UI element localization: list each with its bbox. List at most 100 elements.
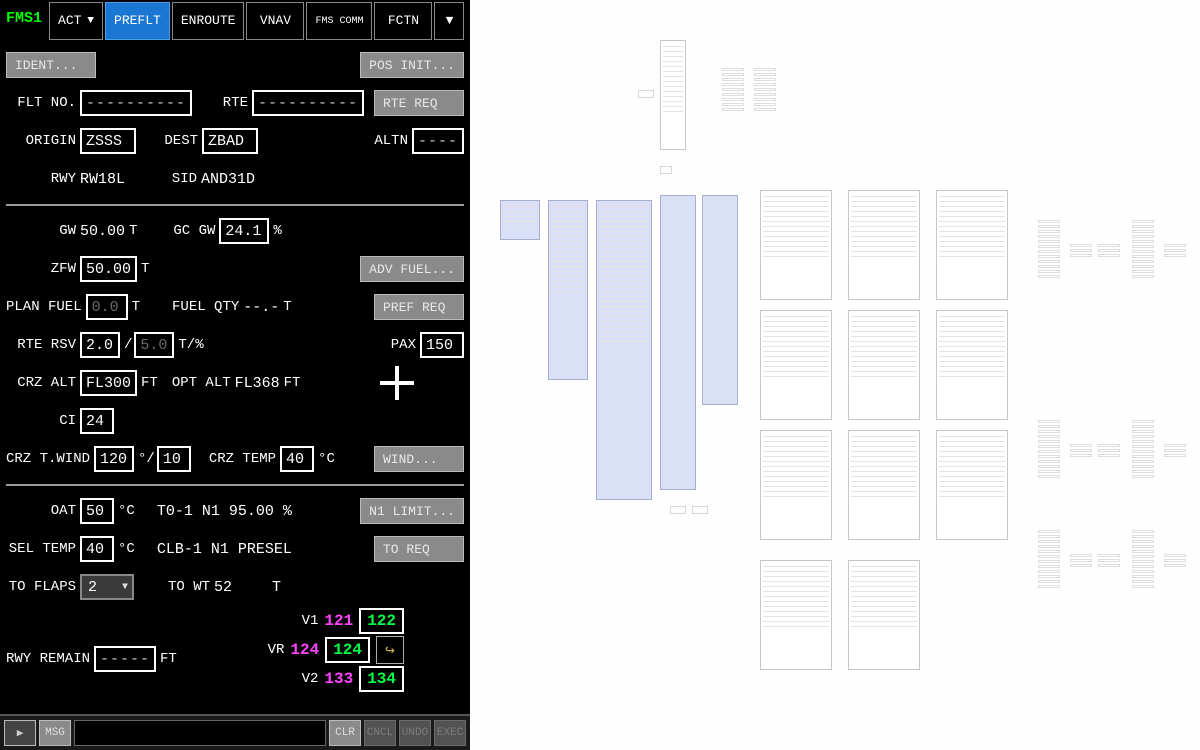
tab-vnav[interactable]: VNAV: [246, 2, 304, 40]
zfw-input[interactable]: 50.00: [80, 256, 137, 282]
dest-input[interactable]: ZBAD: [202, 128, 258, 154]
n1-limit-button[interactable]: N1 LIMIT...: [360, 498, 464, 524]
pos-init-button[interactable]: POS INIT...: [360, 52, 464, 78]
plan-fuel-label: PLAN FUEL: [6, 299, 86, 315]
diagram-block: [936, 310, 1008, 420]
gc-gw-input[interactable]: 24.1: [219, 218, 269, 244]
zfw-unit: T: [141, 261, 149, 277]
diagram-block: [936, 190, 1008, 300]
crz-twind-spd-input[interactable]: 10: [157, 446, 191, 472]
to-wt-value: 52: [214, 579, 232, 596]
v2-calc: 133: [324, 670, 353, 688]
sel-temp-input[interactable]: 40: [80, 536, 114, 562]
to-req-button[interactable]: TO REQ: [374, 536, 464, 562]
chevron-down-icon: ▼: [87, 15, 94, 27]
crz-alt-unit: FT: [141, 375, 158, 391]
rte-rsv-2-input[interactable]: 5.0: [134, 332, 174, 358]
tab-more-dropdown[interactable]: ▼: [434, 2, 464, 40]
vr-sel-input[interactable]: 124: [325, 637, 370, 663]
play-button[interactable]: ▶: [4, 720, 36, 746]
clr-button[interactable]: CLR: [329, 720, 361, 746]
preflt-content: IDENT... POS INIT... FLT NO. ---------- …: [0, 42, 470, 714]
diagram-block: [1164, 554, 1186, 567]
adv-fuel-button[interactable]: ADV FUEL...: [360, 256, 464, 282]
to-flaps-select[interactable]: 2: [80, 574, 134, 600]
tab-fms-comm[interactable]: FMS COMM: [306, 2, 372, 40]
v2-sel-input[interactable]: 134: [359, 666, 404, 692]
diagram-block: [660, 40, 686, 150]
v2-label: V2: [302, 671, 319, 687]
diagram-block: [760, 430, 832, 540]
rte-req-button[interactable]: RTE REQ: [374, 90, 464, 116]
fms1-label: FMS1: [0, 0, 48, 42]
exec-button[interactable]: EXEC: [434, 720, 466, 746]
tab-preflt[interactable]: PREFLT: [105, 2, 170, 40]
sid-value: AND31D: [201, 171, 255, 188]
cncl-button[interactable]: CNCL: [364, 720, 396, 746]
diagram-block: [1070, 244, 1092, 257]
diagram-block: [692, 506, 708, 514]
origin-input[interactable]: ZSSS: [80, 128, 136, 154]
rte-rsv-unit: T/%: [178, 337, 203, 353]
ci-input[interactable]: 24: [80, 408, 114, 434]
fuel-qty-value: --.-: [243, 299, 279, 316]
pref-req-button[interactable]: PREF REQ: [374, 294, 464, 320]
gw-label: GW: [6, 223, 80, 239]
undo-button[interactable]: UNDO: [399, 720, 431, 746]
v1-sel-input[interactable]: 122: [359, 608, 404, 634]
rte-input[interactable]: ----------: [252, 90, 364, 116]
vr-calc: 124: [290, 641, 319, 659]
diagram-block: [760, 310, 832, 420]
gc-gw-unit: %: [273, 223, 281, 239]
opt-alt-label: OPT ALT: [172, 375, 235, 391]
diagram-block: [1098, 444, 1120, 457]
chevron-down-icon: ▼: [446, 14, 454, 28]
t0-n1-text: T0-1 N1 95.00 %: [157, 503, 292, 520]
v1-calc: 121: [324, 612, 353, 630]
diagram-block-highlight: [548, 200, 588, 380]
rte-label: RTE: [218, 95, 252, 111]
plan-fuel-input[interactable]: 0.0: [86, 294, 128, 320]
wind-button[interactable]: WIND...: [374, 446, 464, 472]
diagram-block-highlight: [500, 200, 540, 240]
msg-button[interactable]: MSG: [39, 720, 71, 746]
crz-alt-input[interactable]: FL300: [80, 370, 137, 396]
flt-no-label: FLT NO.: [6, 95, 80, 111]
rwy-remain-input[interactable]: -----: [94, 646, 156, 672]
crz-temp-input[interactable]: 40: [280, 446, 314, 472]
ident-button[interactable]: IDENT...: [6, 52, 96, 78]
diagram-block: [1038, 420, 1060, 478]
diagram-panel: [470, 0, 1200, 750]
crz-twind-dir-input[interactable]: 120: [94, 446, 134, 472]
dest-label: DEST: [162, 133, 202, 149]
tab-bar: FMS1 ACT ▼ PREFLT ENROUTE VNAV FMS COMM …: [0, 0, 470, 42]
oat-input[interactable]: 50: [80, 498, 114, 524]
diagram-block: [848, 430, 920, 540]
to-wt-unit: T: [272, 579, 281, 596]
diagram-block: [1164, 244, 1186, 257]
pax-input[interactable]: 150: [420, 332, 464, 358]
diagram-block: [848, 190, 920, 300]
diagram-block: [1070, 554, 1092, 567]
origin-label: ORIGIN: [6, 133, 80, 149]
crz-temp-unit: °C: [318, 451, 335, 467]
zfw-label: ZFW: [6, 261, 80, 277]
diagram-block: [660, 166, 672, 174]
oat-unit: °C: [118, 503, 135, 519]
flt-no-input[interactable]: ----------: [80, 90, 192, 116]
bottom-bar: ▶ MSG CLR CNCL UNDO EXEC: [0, 714, 470, 750]
sel-temp-unit: °C: [118, 541, 135, 557]
diagram-block: [1132, 530, 1154, 588]
divider-1: [6, 204, 464, 206]
rte-rsv-1-input[interactable]: 2.0: [80, 332, 120, 358]
tab-enroute[interactable]: ENROUTE: [172, 2, 245, 40]
diagram-block: [936, 430, 1008, 540]
scratchpad-input[interactable]: [74, 720, 326, 746]
diagram-block: [1070, 444, 1092, 457]
tab-fctn[interactable]: FCTN: [374, 2, 432, 40]
tab-act[interactable]: ACT ▼: [49, 2, 103, 40]
to-wt-label: TO WT: [164, 579, 214, 595]
altn-input[interactable]: ----: [412, 128, 464, 154]
copy-vspeeds-icon[interactable]: ↪: [376, 636, 404, 664]
diagram-block: [1098, 554, 1120, 567]
